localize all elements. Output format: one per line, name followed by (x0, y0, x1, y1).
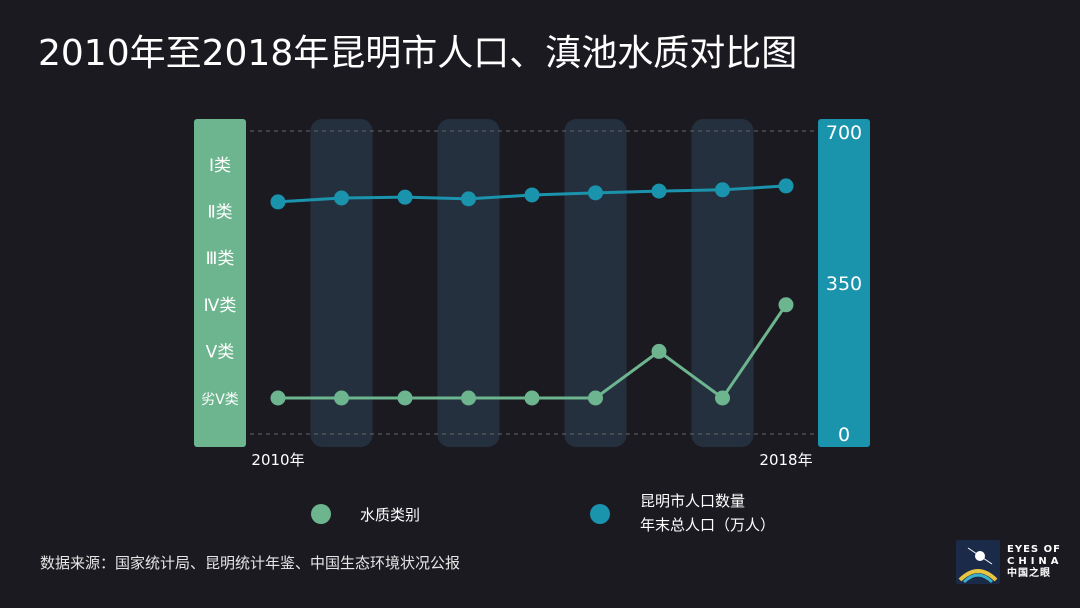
legend-water-label: 水质类别 (360, 506, 420, 524)
population-point (524, 187, 540, 203)
right-axis-tick: 700 (826, 122, 862, 144)
eyes-of-china-logo: EYES OF CHINA 中国之眼 (952, 540, 1072, 586)
water-quality-point (334, 390, 349, 406)
population-point (778, 178, 794, 194)
x-tick-label: 2018年 (759, 451, 812, 469)
population-point (588, 185, 603, 201)
left-axis-label: Ⅴ类 (206, 342, 235, 362)
left-axis-bar (194, 119, 246, 447)
population-point (715, 182, 730, 198)
left-axis-label: Ⅳ类 (204, 296, 237, 316)
water-quality-point (461, 390, 476, 406)
water-quality-point (588, 390, 603, 406)
population-point (270, 194, 286, 210)
legend-population-label: 昆明市人口数量 (640, 492, 745, 510)
left-axis-label: Ⅱ类 (207, 203, 232, 223)
right-axis-tick: 0 (838, 424, 850, 446)
population-point (651, 183, 667, 199)
logo-line1: EYES OF (1007, 544, 1061, 555)
data-source: 数据来源：国家统计局、昆明统计年鉴、中国生态环境状况公报 (40, 554, 461, 572)
logo-line3: 中国之眼 (1007, 568, 1051, 579)
right-axis-bar (818, 119, 870, 447)
population-point (397, 189, 413, 205)
water-quality-point (651, 343, 667, 359)
x-tick-label: 2010年 (251, 451, 304, 469)
water-quality-point (778, 297, 794, 313)
column-band (564, 119, 627, 447)
water-quality-point (715, 390, 730, 406)
column-band (691, 119, 754, 447)
logo-line2: CHINA (1007, 556, 1063, 567)
population-point (334, 190, 349, 206)
left-axis-label: 劣Ⅴ类 (201, 392, 239, 408)
column-band (437, 119, 500, 447)
population-point (461, 191, 476, 207)
water-quality-point (397, 390, 413, 406)
left-axis-label: Ⅲ类 (206, 249, 235, 269)
chart-title: 2010年至2018年昆明市人口、滇池水质对比图 (38, 33, 798, 74)
water-quality-point (524, 390, 540, 406)
logo-mark-icon (956, 540, 1000, 584)
legend-population-sublabel: 年末总人口（万人） (640, 516, 775, 534)
right-axis-tick: 350 (826, 273, 862, 295)
legend-population-marker (590, 504, 610, 524)
legend-water-marker (311, 504, 331, 524)
column-band (310, 119, 373, 447)
water-quality-point (270, 390, 286, 406)
left-axis-label: Ⅰ类 (209, 156, 231, 176)
